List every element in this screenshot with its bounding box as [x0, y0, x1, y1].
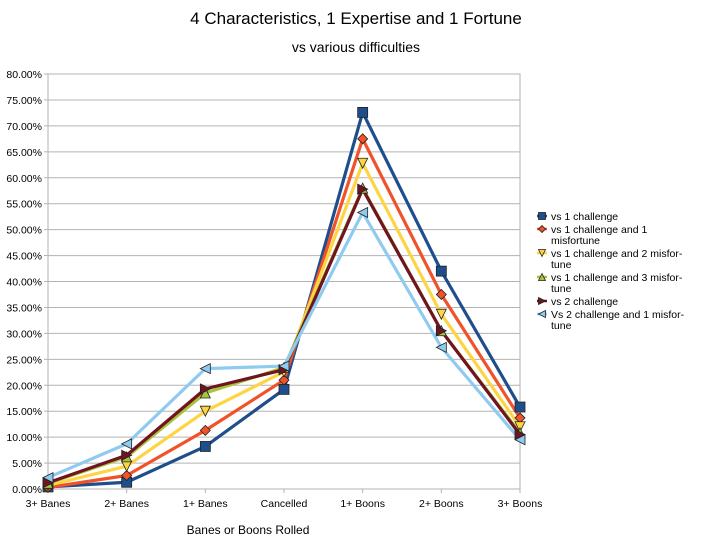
legend-label: vs 1 challenge and 2 misfor- [551, 248, 683, 260]
series-5-point [199, 383, 212, 395]
legend-item: vs 1 challenge and 2 misfor-tune [537, 248, 683, 271]
legend-item: vs 1 challenge and 3 misfor-tune [537, 272, 683, 295]
legend-marker [537, 224, 547, 234]
series-lines [47, 110, 522, 490]
series-2-point [357, 133, 369, 145]
legend-label: vs 1 challenge and 1 [551, 224, 647, 236]
series-5-point [121, 449, 133, 461]
y-tick-label: 25.00% [6, 354, 42, 366]
series-6-point [199, 363, 211, 375]
y-tick-label: 0.00% [12, 484, 42, 496]
series-line-6 [47, 210, 522, 480]
y-tick-label: 60.00% [6, 173, 42, 185]
series-1-point [278, 383, 290, 395]
legend-label: tune [551, 259, 572, 271]
series-2-point [435, 288, 447, 301]
y-tick-label: 5.00% [12, 458, 42, 470]
legend-marker [537, 249, 547, 258]
series-markers [42, 106, 526, 494]
series-1-point [357, 106, 369, 118]
chart-subtitle: vs various difficulties [292, 39, 420, 55]
series-1-point [199, 441, 211, 452]
x-tick-label: 3+ Boons [498, 498, 543, 510]
series-3-point [357, 157, 369, 170]
x-tick-label: 2+ Boons [419, 498, 464, 510]
x-tick-label: Cancelled [261, 498, 308, 510]
x-axis-ticks: 3+ Banes 2+ Banes 1+ Banes Cancelled 1+ Boon… [26, 489, 543, 510]
y-tick-label: 80.00% [6, 69, 42, 81]
y-tick-label: 30.00% [6, 328, 42, 340]
legend-item: vs 2 challenge [537, 296, 618, 308]
series-6-point [435, 341, 447, 354]
series-6-point [356, 206, 369, 219]
legend-marker [537, 272, 547, 281]
series-line-4 [47, 186, 522, 485]
series-3-point [514, 421, 526, 433]
legend-label: vs 2 challenge [551, 296, 618, 308]
legend-label: vs 1 challenge and 3 misfor- [551, 272, 683, 284]
series-3-point [435, 308, 447, 321]
series-1-point [435, 265, 447, 277]
series-line-1 [47, 110, 522, 489]
series-6-point [514, 434, 526, 446]
series-line-5 [47, 187, 522, 485]
y-tick-label: 40.00% [6, 277, 42, 289]
y-tick-label: 55.00% [6, 199, 42, 211]
legend-label: misfortune [551, 235, 600, 247]
series-3-point [199, 405, 211, 418]
series-1-point [514, 401, 526, 413]
y-tick-label: 50.00% [6, 225, 42, 237]
x-tick-label: 1+ Boons [340, 498, 385, 510]
legend-label: vs 1 challenge [551, 211, 618, 223]
y-tick-label: 75.00% [6, 95, 42, 107]
y-tick-label: 65.00% [6, 147, 42, 159]
legend-marker [537, 309, 546, 319]
y-tick-label: 70.00% [6, 121, 42, 133]
legend-label: Vs 2 challenge and 1 misfor- [551, 309, 685, 321]
series-2-point [199, 424, 211, 436]
legend-item: Vs 2 challenge and 1 misfor-tune [537, 309, 685, 332]
series-6-point [278, 360, 290, 372]
legend-item: vs 1 challenge [537, 211, 618, 223]
series-6-point [42, 471, 54, 484]
gridlines [48, 73, 520, 490]
series-6-point [120, 438, 133, 450]
series-5-point [435, 325, 448, 337]
series-2-point [278, 374, 290, 386]
y-tick-label: 35.00% [6, 302, 42, 314]
y-tick-label: 45.00% [6, 251, 42, 263]
chart-title: 4 Characteristics, 1 Expertise and 1 For… [190, 9, 522, 28]
y-tick-label: 15.00% [6, 406, 42, 418]
x-axis-label: Banes or Boons Rolled [187, 523, 310, 537]
legend-marker [538, 296, 547, 306]
series-5-point [357, 183, 369, 195]
y-tick-label: 10.00% [6, 432, 42, 444]
x-tick-label: 2+ Banes [104, 498, 149, 510]
y-tick-label: 20.00% [6, 380, 42, 392]
series-2-point [121, 469, 133, 482]
legend-label: tune [551, 283, 572, 295]
legend-label: tune [551, 320, 572, 332]
y-axis-ticks: 0.00% 5.00% 10.00% 15.00% 20.00% 25.00% 30.00%… [6, 69, 48, 496]
x-tick-label: 1+ Banes [183, 498, 228, 510]
series-line-2 [47, 137, 522, 490]
legend-marker [538, 212, 546, 220]
x-tick-label: 3+ Banes [26, 498, 71, 510]
